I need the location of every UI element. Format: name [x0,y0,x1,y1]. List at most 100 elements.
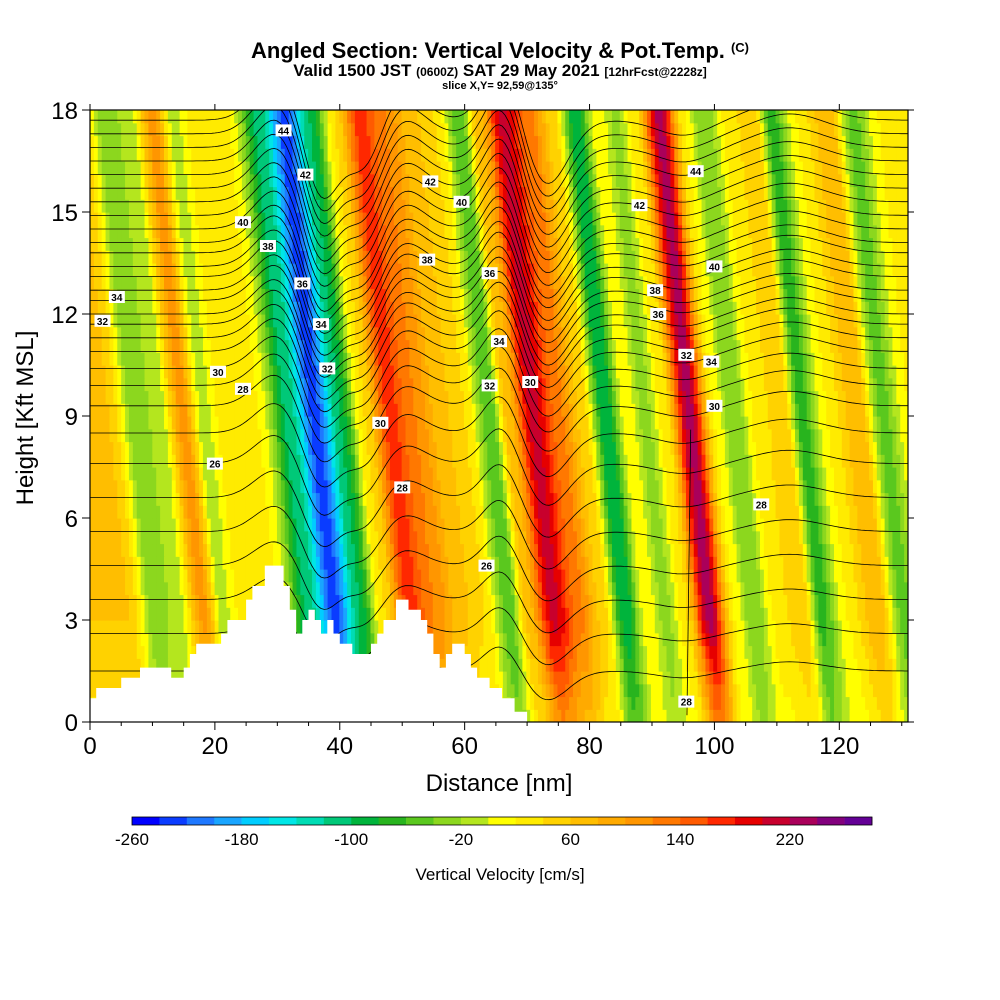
velocity-cell [296,518,301,532]
velocity-cell [650,530,656,545]
velocity-cell [226,543,231,557]
velocity-cell [534,505,539,519]
velocity-cell [526,632,531,647]
velocity-cell [627,632,633,647]
velocity-cell [608,454,613,468]
velocity-cell [234,569,239,583]
velocity-cell [358,441,364,455]
velocity-cell [833,492,839,506]
velocity-cell [596,505,601,519]
velocity-cell [849,467,855,481]
velocity-cell [810,479,816,494]
velocity-cell [160,594,165,608]
velocity-cell [849,632,855,647]
velocity-cell [518,581,523,596]
velocity-cell [861,696,866,710]
velocity-cell [331,569,336,583]
velocity-cell [806,454,812,468]
velocity-cell [853,492,858,506]
velocity-cell [304,581,309,596]
velocity-cell [121,505,126,519]
velocity-cell [323,428,329,443]
velocity-cell [397,518,403,532]
velocity-cell [670,492,675,506]
velocity-cell [724,683,730,698]
velocity-cell [876,505,882,519]
velocity-cell [853,441,858,455]
velocity-cell [210,581,216,596]
velocity-cell [148,518,153,532]
velocity-cell [436,416,442,430]
velocity-cell [810,518,816,532]
velocity-cell [857,518,862,532]
velocity-cell [487,492,492,506]
velocity-cell [631,479,636,494]
velocity-cell [284,479,290,494]
velocity-cell [561,530,566,545]
velocity-cell [128,492,134,506]
velocity-cell [565,543,570,557]
velocity-cell [740,518,745,532]
velocity-cell [136,518,142,532]
velocity-cell [553,416,559,430]
velocity-cell [861,671,866,685]
velocity-cell [639,658,644,672]
velocity-cell [837,658,843,672]
velocity-cell [436,492,442,506]
velocity-cell [627,658,633,672]
velocity-cell [436,594,442,608]
velocity-cell [592,479,597,494]
velocity-cell [140,632,146,647]
velocity-cell [865,556,870,570]
velocity-cell [604,530,609,545]
velocity-cell [826,454,831,468]
velocity-cell [833,467,839,481]
velocity-cell [896,645,901,659]
velocity-cell [573,594,578,608]
velocity-cell [121,454,126,468]
velocity-cell [557,645,562,659]
velocity-cell [888,683,894,698]
velocity-cell [717,569,722,583]
velocity-cell [771,467,777,481]
velocity-cell [619,620,625,634]
velocity-cell [343,454,348,468]
velocity-cell [167,530,173,545]
velocity-cell [292,441,298,455]
velocity-cell [331,518,336,532]
velocity-cell [791,658,796,672]
velocity-cell [654,492,660,506]
velocity-cell [557,696,562,710]
velocity-cell [105,505,111,519]
velocity-cell [506,569,512,583]
velocity-cell [510,671,516,685]
velocity-cell [795,607,800,621]
velocity-cell [421,454,426,468]
velocity-cell [654,709,660,722]
velocity-cell [549,645,555,659]
velocity-cell [795,658,800,672]
velocity-cell [362,518,368,532]
velocity-cell [187,556,192,570]
velocity-cell [424,467,430,481]
velocity-cell [569,645,574,659]
velocity-cell [779,454,784,468]
velocity-cell [350,518,356,532]
velocity-cell [308,467,313,481]
velocity-cell [206,543,212,557]
velocity-cell [226,441,231,455]
velocity-cell [709,454,714,468]
velocity-cell [214,530,220,545]
velocity-cell [101,492,107,506]
velocity-cell [728,594,734,608]
velocity-cell [358,556,364,570]
velocity-cell [444,581,449,596]
velocity-cell [865,683,870,698]
velocity-cell [347,632,352,647]
velocity-cell [724,556,730,570]
velocity-cell [678,530,683,545]
velocity-cell [284,518,290,532]
velocity-cell [608,607,613,621]
velocity-cell [534,454,539,468]
velocity-cell [463,479,469,494]
